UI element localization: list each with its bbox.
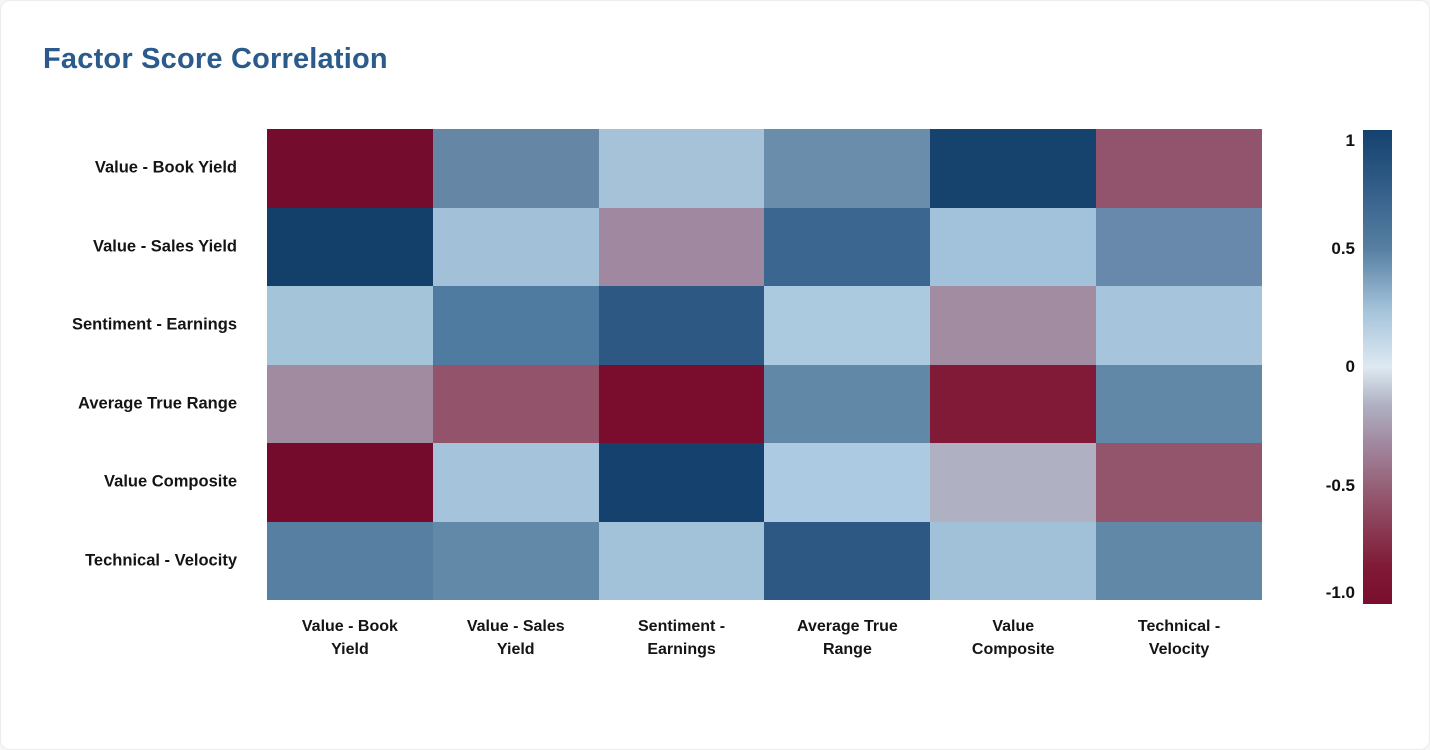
heatmap-cell-r2c1[interactable] [432, 286, 599, 365]
heatmap-cell-r4c1[interactable] [432, 443, 599, 522]
heatmap-cell-r1c4[interactable] [930, 207, 1097, 286]
heatmap-cell-r5c4[interactable] [930, 521, 1097, 600]
x-axis: Value - Book Yield Value - Sales Yield Sen… [267, 615, 1262, 661]
heatmap-cell-r2c0[interactable] [267, 286, 433, 365]
colorbar-tick-label: -1.0 [1325, 583, 1355, 602]
heatmap-cell-r2c5[interactable] [1096, 286, 1262, 365]
heatmap-cell-r4c3[interactable] [764, 443, 931, 522]
heatmap-cell-r0c4[interactable] [930, 129, 1097, 208]
colorbar-tick-label: 0 [1345, 357, 1355, 376]
heatmap-cell-r3c0[interactable] [267, 364, 433, 443]
heatmap-cell-r0c0[interactable] [267, 129, 433, 208]
x-axis-label: Sentiment - Earnings [638, 618, 726, 658]
heatmap-grid [267, 129, 1262, 600]
y-axis-label: Average True Range [78, 394, 237, 413]
page-title: Factor Score Correlation [43, 43, 388, 75]
heatmap-cell-r1c3[interactable] [764, 207, 931, 286]
heatmap-cell-r5c1[interactable] [432, 521, 599, 600]
heatmap-cell-r5c3[interactable] [764, 521, 931, 600]
colorbar-tick-label: 1 [1345, 131, 1355, 150]
colorbar [1363, 130, 1392, 604]
heatmap-cell-r1c5[interactable] [1096, 207, 1262, 286]
heatmap-cell-r5c5[interactable] [1096, 521, 1262, 600]
colorbar-tick-label: -0.5 [1325, 475, 1355, 495]
y-axis: Value - Book Yield Value - Sales Yield Sen… [1, 129, 237, 600]
heatmap-cell-r3c4[interactable] [930, 364, 1097, 443]
x-axis-label: Value - Sales Yield [466, 618, 565, 658]
y-axis-label: Value Composite [104, 472, 237, 491]
heatmap-cell-r5c0[interactable] [267, 521, 433, 600]
heatmap-cell-r0c3[interactable] [764, 129, 931, 208]
heatmap-cell-r1c1[interactable] [432, 207, 599, 286]
y-axis-label: Value - Book Yield [94, 158, 237, 177]
heatmap-cell-r3c3[interactable] [764, 364, 931, 443]
colorbar-ticks: 1 0.5 0 -0.5 -1.0 [1255, 1, 1355, 749]
colorbar-tick-label: 0.5 [1331, 238, 1355, 258]
heatmap-cell-r3c2[interactable] [598, 364, 765, 443]
y-axis-label: Value - Sales Yield [93, 237, 237, 256]
heatmap-cell-r4c0[interactable] [267, 443, 433, 522]
heatmap-cell-r4c2[interactable] [598, 443, 765, 522]
heatmap-cell-r4c5[interactable] [1096, 443, 1262, 522]
heatmap-cell-r2c2[interactable] [598, 286, 765, 365]
y-axis-label: Sentiment - Earnings [71, 315, 237, 334]
x-axis-label: Value - Book Yield [301, 618, 398, 658]
x-axis-label: Value Composite [971, 618, 1055, 658]
x-axis-label: Average True Range [797, 618, 898, 658]
heatmap-cell-r5c2[interactable] [598, 521, 765, 600]
heatmap-cell-r4c4[interactable] [930, 443, 1097, 522]
heatmap-cell-r3c5[interactable] [1096, 364, 1262, 443]
heatmap-cell-r2c4[interactable] [930, 286, 1097, 365]
heatmap-cell-r0c5[interactable] [1096, 129, 1262, 208]
heatmap-cell-r0c2[interactable] [598, 129, 765, 208]
heatmap-cell-r2c3[interactable] [764, 286, 931, 365]
heatmap-cell-r0c1[interactable] [432, 129, 599, 208]
heatmap-cell-r1c0[interactable] [267, 207, 433, 286]
x-axis-label: Technical - Velocity [1137, 618, 1221, 658]
y-axis-label: Technical - Velocity [85, 551, 237, 570]
heatmap-cell-r3c1[interactable] [432, 364, 599, 443]
heatmap-cell-r1c2[interactable] [598, 207, 765, 286]
